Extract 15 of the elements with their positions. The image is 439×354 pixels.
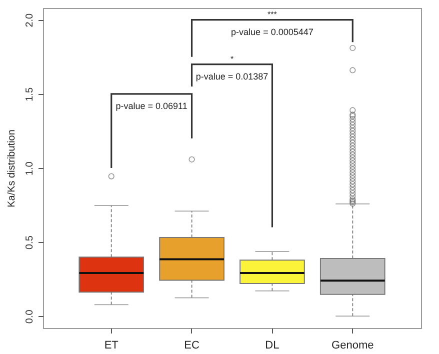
annotation: ***: [268, 10, 277, 19]
annotation: p-value = 0.0005447: [231, 26, 314, 37]
y-tick-label: 2.0: [24, 12, 36, 28]
annotation: p-value = 0.06911: [116, 100, 188, 111]
y-tick-label: 0.0: [24, 309, 36, 324]
annotation: p-value = 0.01387: [196, 71, 268, 82]
x-tick-label: DL: [265, 340, 280, 352]
y-tick-label: 0.5: [24, 235, 36, 250]
x-tick-label: Genome: [332, 340, 374, 352]
annotation: *: [230, 54, 234, 64]
y-tick-label: 1.5: [24, 87, 36, 102]
x-tick-label: EC: [184, 340, 200, 352]
y-tick-label: 1.0: [24, 161, 36, 176]
x-tick-label: ET: [104, 340, 119, 352]
y-axis-title: Ka/Ks distribution: [6, 130, 18, 208]
